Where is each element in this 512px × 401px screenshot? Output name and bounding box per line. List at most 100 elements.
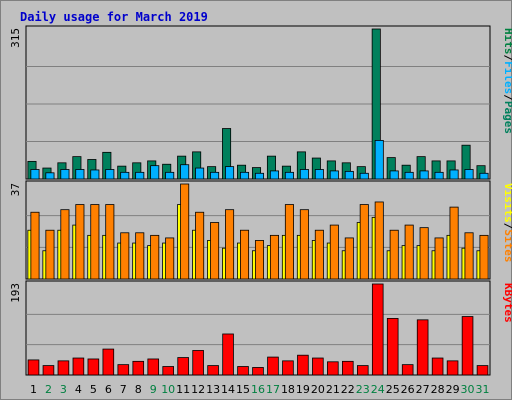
x-tick-day-23: 23: [356, 383, 370, 396]
side-label-visits: Visits: [502, 183, 512, 223]
side-label-sites: Sites: [502, 229, 512, 262]
x-tick-day-2: 2: [45, 383, 52, 396]
x-tick-day-3: 3: [60, 383, 67, 396]
bar-sites-day-30: [464, 232, 474, 280]
x-tick-day-13: 13: [206, 383, 220, 396]
x-tick-day-1: 1: [30, 383, 37, 396]
bar-sites-day-26: [404, 224, 414, 280]
bar-kbytes-day-27: [416, 319, 429, 376]
bar-kbytes-day-20: [312, 357, 324, 376]
panel-visits: 37 Visits/Sites: [9, 180, 512, 280]
side-label-hits: Hits: [502, 28, 512, 55]
bar-sites-day-4: [75, 204, 85, 280]
bar-files-day-1: [30, 169, 40, 180]
panel-kbytes: 193 KBytes: [9, 280, 512, 376]
bar-kbytes-day-12: [192, 350, 204, 376]
panel-hits: 315 Hits/Files/Pages: [9, 25, 512, 180]
x-tick-day-20: 20: [311, 383, 325, 396]
side-label-separator: /: [502, 55, 512, 62]
x-tick-day-27: 27: [416, 383, 430, 396]
x-tick-day-18: 18: [281, 383, 295, 396]
bar-kbytes-day-11: [177, 357, 189, 376]
bar-sites-day-12: [195, 211, 205, 280]
bar-sites-day-21: [329, 224, 339, 280]
bar-sites-day-10: [165, 237, 175, 280]
x-tick-day-29: 29: [446, 383, 460, 396]
x-tick-day-25: 25: [386, 383, 400, 396]
bar-kbytes-day-6: [102, 348, 115, 376]
x-tick-day-9: 9: [150, 383, 157, 396]
x-tick-day-6: 6: [105, 383, 112, 396]
x-tick-day-16: 16: [251, 383, 265, 396]
bar-files-day-7: [120, 171, 130, 180]
bar-files-day-18: [284, 171, 294, 180]
bar-sites-day-9: [150, 234, 160, 280]
panel-hits-side-label: Hits/Files/Pages: [502, 28, 512, 134]
bar-files-day-4: [75, 169, 85, 180]
bar-files-day-29: [449, 169, 459, 180]
bar-kbytes-day-8: [132, 360, 145, 376]
bar-files-day-8: [135, 171, 145, 180]
bar-kbytes-day-21: [327, 361, 339, 376]
x-tick-day-28: 28: [431, 383, 445, 396]
side-label-separator: /: [502, 94, 512, 101]
side-label-files: Files: [502, 61, 512, 94]
bar-sites-day-31: [479, 234, 489, 280]
bar-sites-day-2: [45, 229, 55, 280]
bar-kbytes-day-18: [282, 360, 294, 376]
x-tick-day-4: 4: [75, 383, 82, 396]
bar-files-day-12: [195, 167, 205, 180]
panel-hits-ymax-label: 315: [9, 28, 22, 48]
bar-kbytes-day-24: [371, 283, 384, 376]
bar-files-day-25: [389, 170, 399, 180]
bar-kbytes-day-22: [342, 360, 354, 376]
bar-kbytes-day-9: [147, 358, 160, 376]
bar-files-day-21: [329, 170, 339, 180]
bar-sites-day-27: [419, 227, 429, 280]
side-label-kbytes: KBytes: [502, 283, 512, 323]
bar-files-day-14: [225, 166, 235, 180]
bar-files-day-20: [314, 169, 324, 180]
bar-kbytes-day-10: [162, 366, 174, 376]
x-tick-day-24: 24: [371, 383, 385, 396]
x-tick-day-31: 31: [476, 383, 490, 396]
bar-files-day-2: [45, 172, 55, 180]
x-tick-day-15: 15: [236, 383, 250, 396]
x-tick-day-11: 11: [176, 383, 190, 396]
bar-files-day-27: [419, 170, 429, 180]
bar-sites-day-11: [180, 183, 190, 280]
bar-kbytes-day-19: [297, 354, 309, 376]
x-tick-labels: 1 2 3 4 5 6 7 8 9 10 11 12 13 14 15 16 17 18 19 20 21 22 23 24 2…: [30, 383, 490, 396]
bar-sites-day-22: [344, 237, 354, 280]
x-tick-day-21: 21: [326, 383, 340, 396]
bar-kbytes-day-1: [27, 359, 40, 376]
bar-kbytes-day-15: [237, 366, 249, 376]
bar-files-day-10: [165, 171, 175, 180]
bar-files-day-6: [105, 169, 115, 180]
x-tick-day-30: 30: [461, 383, 475, 396]
bar-sites-day-5: [90, 204, 100, 280]
bar-sites-day-20: [314, 229, 324, 280]
side-label-separator: /: [502, 223, 512, 230]
bar-files-day-11: [180, 164, 190, 180]
bar-sites-day-16: [254, 240, 265, 280]
bar-sites-day-24: [374, 201, 384, 280]
bar-kbytes-day-29: [446, 360, 459, 376]
bar-files-day-16: [254, 172, 265, 180]
bar-kbytes-day-28: [431, 357, 444, 376]
x-tick-day-10: 10: [161, 383, 175, 396]
bar-kbytes-day-2: [42, 365, 55, 376]
bar-files-day-22: [344, 170, 354, 180]
bar-files-day-13: [210, 171, 220, 180]
bar-sites-day-14: [225, 209, 235, 280]
bar-sites-day-23: [359, 204, 369, 280]
bar-files-day-23: [359, 172, 369, 180]
bar-sites-day-3: [60, 209, 70, 280]
bar-kbytes-day-13: [207, 365, 219, 376]
bar-sites-day-28: [434, 237, 444, 280]
bar-sites-day-8: [135, 232, 145, 280]
x-tick-day-14: 14: [221, 383, 235, 396]
bar-kbytes-day-30: [461, 316, 474, 376]
